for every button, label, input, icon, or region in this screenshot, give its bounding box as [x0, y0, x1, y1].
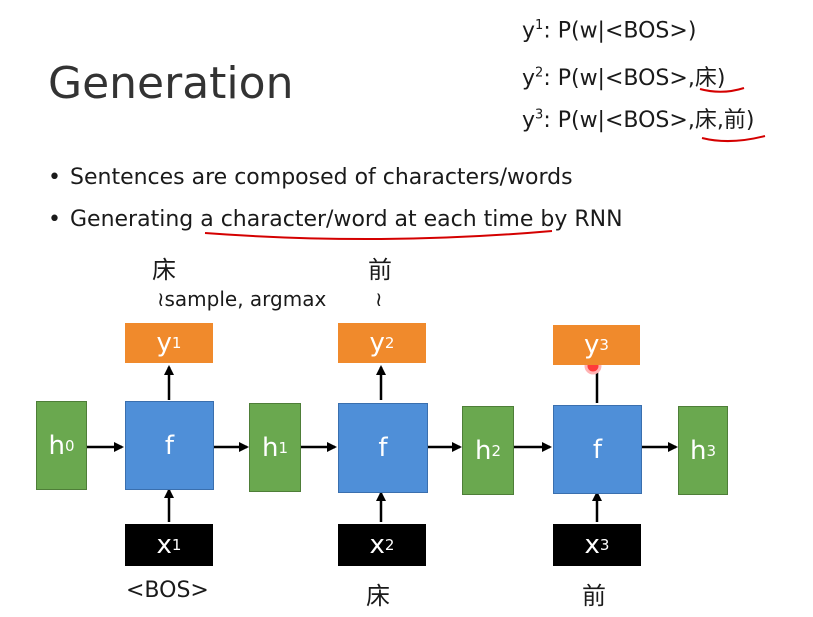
formula-y1: y1: P(w|<BOS>) [522, 18, 697, 44]
annotation-underline-y2 [699, 87, 745, 93]
bullet-item: • Generating a character/word at each tim… [48, 207, 623, 232]
formula-y3: y3: P(w|<BOS>,床,前) [522, 107, 755, 133]
rnn-function-f1: f [125, 401, 214, 490]
sample-argmax-label: ≀sample, argmax [157, 287, 327, 311]
annotation-underline-y3 [701, 135, 766, 143]
sampled-word-1: 床 [152, 256, 176, 284]
annotation-underline-bullet [204, 230, 553, 241]
formula-y2: y2: P(w|<BOS>,床) [522, 65, 726, 91]
input-label-2: 床 [366, 582, 390, 610]
input-label-3: 前 [582, 582, 606, 610]
sample-tilde: ≀ [375, 287, 383, 311]
input-label-bos: <BOS> [126, 578, 209, 603]
slide-title: Generation [48, 58, 294, 109]
bullet-item: • Sentences are composed of characters/wo… [48, 165, 573, 190]
rnn-function-f2: f [338, 403, 428, 493]
sampled-word-2: 前 [368, 256, 392, 284]
bullet-list: • Sentences are composed of characters/wo… [48, 165, 623, 249]
rnn-function-f3: f [553, 405, 642, 494]
